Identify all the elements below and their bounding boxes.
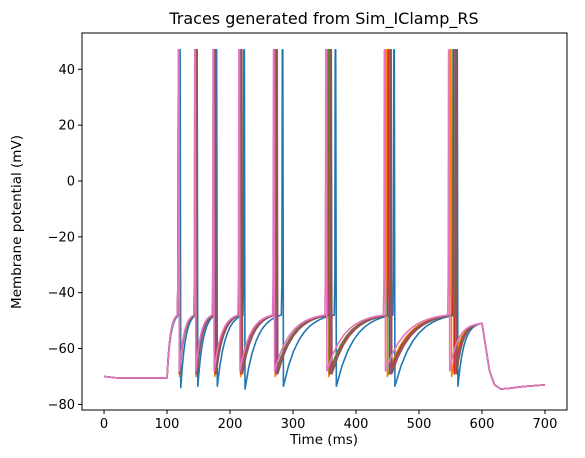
x-axis: 0 100 200 300 400 500 600 700 [100, 410, 557, 432]
x-tick-label: 300 [281, 417, 306, 432]
trace-line-7 [103, 48, 546, 390]
traces-group [103, 48, 546, 390]
trace-line-6 [103, 48, 546, 390]
x-tick-label: 400 [344, 417, 369, 432]
y-tick-label: −40 [48, 286, 75, 301]
y-tick-label: −80 [48, 398, 75, 413]
y-tick-label: 20 [58, 119, 75, 134]
plot-frame [81, 32, 568, 411]
x-tick-label: 700 [533, 417, 558, 432]
x-tick-label: 0 [100, 417, 108, 432]
x-tick-label: 600 [470, 417, 495, 432]
x-axis-label: Time (ms) [289, 432, 358, 448]
chart-title: Traces generated from Sim_IClamp_RS [168, 9, 478, 29]
x-tick-label: 200 [218, 417, 243, 432]
x-tick-label: 500 [407, 417, 432, 432]
y-axis: −80 −60 −40 −20 0 20 40 [48, 63, 82, 413]
y-tick-label: −20 [48, 230, 75, 245]
y-axis-label: Membrane potential (mV) [9, 135, 25, 309]
y-tick-label: 40 [58, 63, 75, 78]
x-tick-label: 100 [155, 417, 180, 432]
y-tick-label: −60 [48, 342, 75, 357]
y-tick-label: 0 [67, 175, 75, 190]
